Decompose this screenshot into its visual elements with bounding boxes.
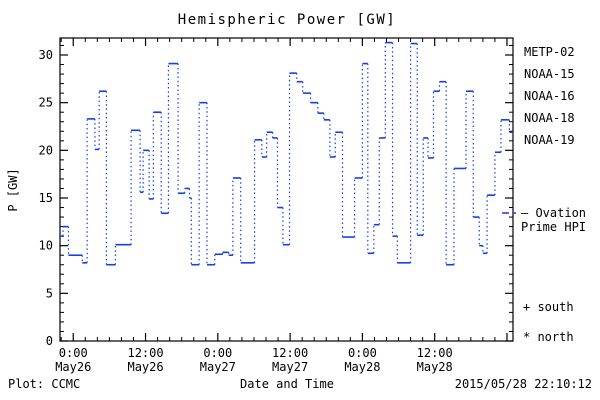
x-tick-time-label: 12:00	[417, 346, 453, 360]
y-tick-label: 25	[39, 96, 53, 110]
x-tick-time-label: 12:00	[272, 346, 308, 360]
north-marker-label: * north	[523, 330, 574, 344]
x-tick-date-label: May27	[272, 360, 308, 374]
legend-item-noaa19: NOAA-19	[524, 133, 575, 147]
x-axis-label: Date and Time	[240, 377, 334, 391]
y-tick-label: 0	[46, 334, 53, 348]
plot-credit: Plot: CCMC	[8, 377, 80, 391]
plot-frame	[59, 37, 514, 342]
x-tick-date-label: May28	[417, 360, 453, 374]
x-tick-time-label: 0:00	[348, 346, 377, 360]
legend-item-noaa18: NOAA-18	[524, 111, 575, 125]
y-tick-label: 30	[39, 48, 53, 62]
y-tick-label: 10	[39, 239, 53, 253]
x-tick-time-label: 12:00	[127, 346, 163, 360]
ovation-label-line1: — Ovation	[521, 206, 586, 220]
y-tick-label: 20	[39, 143, 53, 157]
x-tick-time-label: 0:00	[59, 346, 88, 360]
y-axis-label: P [GW]	[6, 168, 20, 211]
x-tick-date-label: May26	[127, 360, 163, 374]
y-tick-label: 15	[39, 191, 53, 205]
x-tick-date-label: May26	[55, 360, 91, 374]
x-tick-date-label: May27	[200, 360, 236, 374]
legend-item-noaa16: NOAA-16	[524, 89, 575, 103]
ovation-label-line2: Prime HPI	[521, 220, 586, 234]
legend-item-metp02: METP-02	[524, 45, 575, 59]
x-tick-date-label: May28	[344, 360, 380, 374]
axes-layer: 0510152025300:00May2612:00May260:00May27…	[39, 38, 513, 374]
page-title: Hemispheric Power [GW]	[178, 12, 396, 28]
y-tick-label: 5	[46, 286, 53, 300]
timestamp: 2015/05/28 22:10:12	[455, 377, 592, 391]
x-tick-time-label: 0:00	[203, 346, 232, 360]
satellite-legend: METP-02 NOAA-15 NOAA-16 NOAA-18 NOAA-19	[524, 45, 575, 147]
data-series-noaa15	[60, 41, 513, 266]
ovation-legend: — Ovation Prime HPI	[502, 206, 586, 234]
legend-item-noaa15: NOAA-15	[524, 67, 575, 81]
south-marker-label: + south	[523, 300, 574, 314]
